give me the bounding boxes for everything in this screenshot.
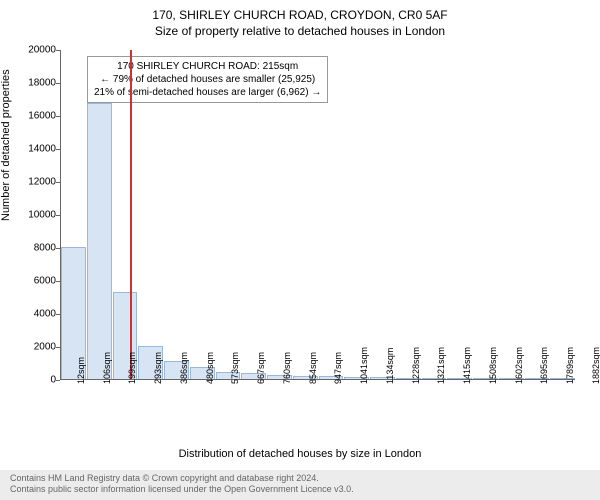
x-axis-label: Distribution of detached houses by size …: [0, 448, 600, 460]
x-tick: 1602sqm: [514, 347, 524, 384]
x-tick: 12sqm: [76, 357, 86, 384]
x-axis: 12sqm106sqm199sqm293sqm386sqm480sqm573sq…: [60, 380, 575, 450]
annotation-line2: ← 79% of detached houses are smaller (25…: [94, 73, 321, 86]
x-tick: 854sqm: [308, 352, 318, 384]
plot-area: 170 SHIRLEY CHURCH ROAD: 215sqm ← 79% of…: [60, 50, 575, 380]
x-tick: 1134sqm: [385, 348, 395, 384]
chart-subtitle: Size of property relative to detached ho…: [0, 22, 600, 38]
y-tick: 18000: [28, 78, 56, 89]
x-tick: 1228sqm: [411, 347, 421, 384]
x-tick: 106sqm: [102, 352, 112, 384]
x-tick: 1321sqm: [436, 347, 446, 384]
y-tick: 2000: [34, 342, 56, 353]
y-tick: 6000: [34, 276, 56, 287]
x-tick: 667sqm: [256, 352, 266, 384]
y-tick: 16000: [28, 111, 56, 122]
y-tick: 20000: [28, 45, 56, 56]
x-tick: 1041sqm: [359, 347, 369, 384]
x-tick: 386sqm: [179, 352, 189, 384]
x-tick: 573sqm: [230, 352, 240, 384]
chart-title: 170, SHIRLEY CHURCH ROAD, CROYDON, CR0 5…: [0, 0, 600, 22]
x-tick: 760sqm: [282, 352, 292, 384]
x-tick: 480sqm: [205, 352, 215, 384]
x-tick: 199sqm: [127, 352, 137, 384]
y-tick: 8000: [34, 243, 56, 254]
footer-line2: Contains public sector information licen…: [10, 484, 590, 496]
footer-line1: Contains HM Land Registry data © Crown c…: [10, 473, 590, 485]
y-tick: 10000: [28, 210, 56, 221]
property-marker-line: [130, 50, 132, 379]
x-tick: 1415sqm: [462, 347, 472, 384]
x-tick: 1882sqm: [591, 347, 600, 384]
x-tick: 1508sqm: [488, 347, 498, 384]
x-tick: 947sqm: [333, 352, 343, 384]
y-tick: 4000: [34, 309, 56, 320]
y-axis: 0200040006000800010000120001400016000180…: [0, 50, 58, 380]
y-tick: 12000: [28, 177, 56, 188]
annotation-box: 170 SHIRLEY CHURCH ROAD: 215sqm ← 79% of…: [87, 56, 328, 103]
chart-container: 170, SHIRLEY CHURCH ROAD, CROYDON, CR0 5…: [0, 0, 600, 500]
y-tick: 14000: [28, 144, 56, 155]
x-tick: 1789sqm: [565, 347, 575, 384]
annotation-line3: 21% of semi-detached houses are larger (…: [94, 86, 321, 99]
x-tick: 1695sqm: [539, 347, 549, 384]
footer: Contains HM Land Registry data © Crown c…: [10, 473, 590, 496]
annotation-line1: 170 SHIRLEY CHURCH ROAD: 215sqm: [94, 60, 321, 73]
x-tick: 293sqm: [153, 352, 163, 384]
histogram-bar: [87, 103, 112, 379]
